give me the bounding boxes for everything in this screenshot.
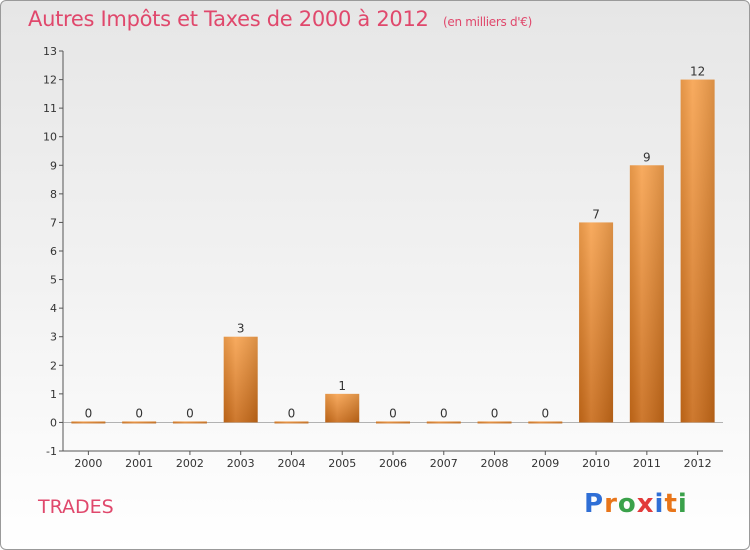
x-tick-label: 2000 — [74, 457, 102, 470]
y-tick-label: 12 — [43, 74, 57, 87]
y-tick-label: 0 — [50, 416, 57, 429]
title-text: Autres Impôts et Taxes de 2000 à 2012 — [28, 7, 429, 31]
data-label: 0 — [135, 406, 143, 420]
y-tick-label: 4 — [50, 302, 57, 315]
y-tick-label: 8 — [50, 188, 57, 201]
bar-shade — [172, 421, 207, 424]
bar-shade — [477, 421, 512, 424]
data-label: 3 — [237, 322, 245, 336]
y-tick-label: 5 — [50, 274, 57, 287]
y-tick-label: 7 — [50, 216, 57, 229]
x-tick-label: 2008 — [481, 457, 509, 470]
y-tick-label: 11 — [43, 102, 57, 115]
proxiti-logo: Proxiti — [584, 489, 688, 519]
data-label: 7 — [592, 207, 600, 221]
y-tick-label: 10 — [43, 131, 57, 144]
x-tick-label: 2007 — [430, 457, 458, 470]
x-tick-label: 2011 — [633, 457, 661, 470]
data-label: 0 — [85, 406, 93, 420]
x-tick-label: 2003 — [227, 457, 255, 470]
y-tick-label: 6 — [50, 245, 57, 258]
y-tick-label: 1 — [50, 388, 57, 401]
data-label: 0 — [389, 406, 397, 420]
y-tick-label: 2 — [50, 359, 57, 372]
data-label: 9 — [643, 150, 651, 164]
bar-shade — [579, 222, 614, 423]
y-tick-label: 3 — [50, 331, 57, 344]
bar-shade — [680, 79, 715, 423]
x-tick-label: 2002 — [176, 457, 204, 470]
x-tick-label: 2001 — [125, 457, 153, 470]
x-tick-label: 2010 — [582, 457, 610, 470]
data-labels: 0 0 0 3 0 1 0 0 0 0 7 9 12 — [85, 65, 706, 421]
title-unit: (en milliers d'€) — [443, 15, 533, 29]
x-tick-label: 2009 — [531, 457, 559, 470]
data-label: 0 — [541, 406, 549, 420]
data-label: 0 — [491, 406, 499, 420]
bar-shade — [426, 421, 461, 424]
data-label: 0 — [186, 406, 194, 420]
data-label: 0 — [288, 406, 296, 420]
y-tick-label: -1 — [46, 445, 57, 458]
chart-title: Autres Impôts et Taxes de 2000 à 2012 (e… — [28, 7, 532, 31]
data-label: 0 — [440, 406, 448, 420]
bar-shade — [223, 336, 258, 423]
y-tick-label: 13 — [43, 45, 57, 58]
x-tick-label: 2006 — [379, 457, 407, 470]
bar-shade — [325, 393, 360, 423]
bar-shade — [71, 421, 106, 424]
data-label: 1 — [338, 379, 346, 393]
bar-shade — [376, 421, 410, 424]
bars — [71, 79, 715, 424]
commune-name: TRADES — [38, 496, 114, 518]
x-tick-label: 2005 — [328, 457, 356, 470]
x-tick-label: 2004 — [277, 457, 305, 470]
y-tick-label: 9 — [50, 159, 57, 172]
x-tick-label: 2012 — [684, 457, 712, 470]
data-label: 12 — [690, 65, 705, 79]
bar-shade — [122, 421, 157, 424]
bar-shade — [629, 165, 664, 423]
bar-shade — [274, 421, 309, 424]
bar-shade — [528, 421, 563, 424]
